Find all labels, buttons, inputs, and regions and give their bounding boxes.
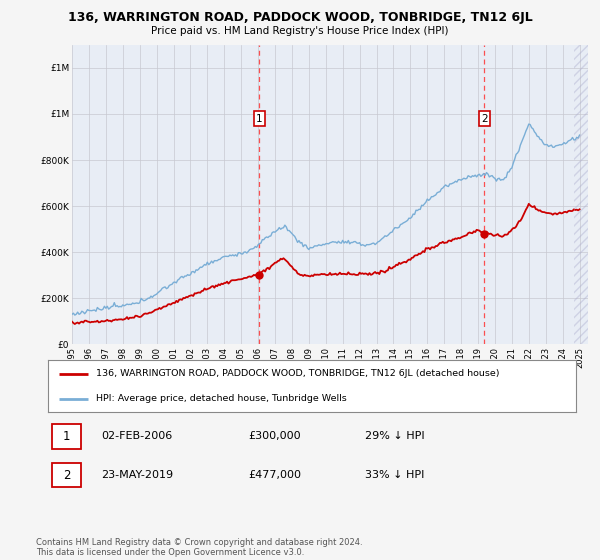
Text: 02-FEB-2006: 02-FEB-2006 <box>101 431 172 441</box>
Text: 2: 2 <box>481 114 488 124</box>
Text: 1: 1 <box>63 430 70 443</box>
Text: 29% ↓ HPI: 29% ↓ HPI <box>365 431 424 441</box>
FancyBboxPatch shape <box>52 424 81 449</box>
Text: 136, WARRINGTON ROAD, PADDOCK WOOD, TONBRIDGE, TN12 6JL (detached house): 136, WARRINGTON ROAD, PADDOCK WOOD, TONB… <box>95 370 499 379</box>
Text: £300,000: £300,000 <box>248 431 301 441</box>
Text: 23-MAY-2019: 23-MAY-2019 <box>101 470 173 480</box>
Text: 2: 2 <box>63 469 70 482</box>
Text: Price paid vs. HM Land Registry's House Price Index (HPI): Price paid vs. HM Land Registry's House … <box>151 26 449 36</box>
Text: Contains HM Land Registry data © Crown copyright and database right 2024.
This d: Contains HM Land Registry data © Crown c… <box>36 538 362 557</box>
Text: 33% ↓ HPI: 33% ↓ HPI <box>365 470 424 480</box>
FancyBboxPatch shape <box>52 463 81 487</box>
Text: HPI: Average price, detached house, Tunbridge Wells: HPI: Average price, detached house, Tunb… <box>95 394 346 403</box>
Text: 136, WARRINGTON ROAD, PADDOCK WOOD, TONBRIDGE, TN12 6JL: 136, WARRINGTON ROAD, PADDOCK WOOD, TONB… <box>68 11 532 24</box>
Text: 1: 1 <box>256 114 263 124</box>
Bar <box>574 45 588 344</box>
Text: £477,000: £477,000 <box>248 470 302 480</box>
